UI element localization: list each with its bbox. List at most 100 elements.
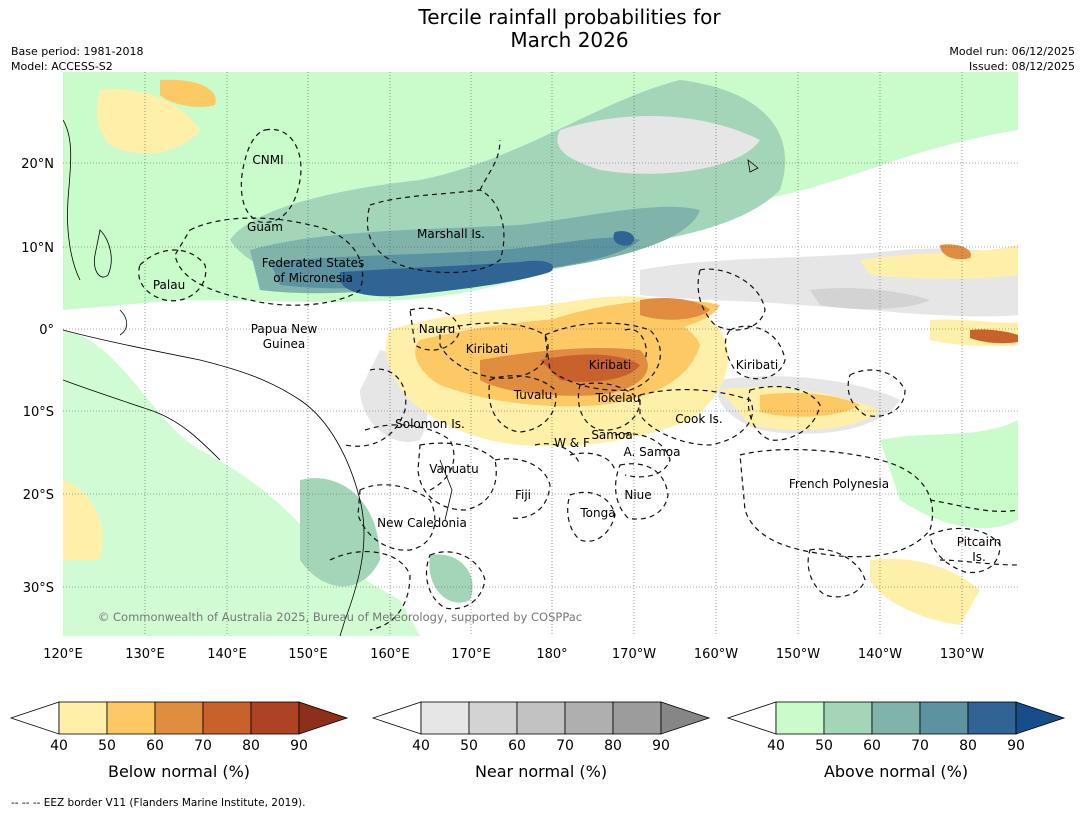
colorbar-near-normal-swatch <box>564 701 614 735</box>
colorbar-near-normal-extension-low <box>371 701 422 735</box>
label-kiribati-west: Kiribati <box>466 342 508 356</box>
label-cook-is: Cook Is. <box>675 412 722 426</box>
colorbar-above-normal-extension-high <box>1015 701 1066 735</box>
meta-left: Base period: 1981-2018 Model: ACCESS-S2 <box>11 44 143 74</box>
label-nauru: Nauru <box>419 322 455 336</box>
longitude-labels: 120°E 130°E 140°E 150°E 160°E 170°E 180°… <box>43 647 984 662</box>
lon-label-130w: 130°W <box>940 647 984 662</box>
label-tokelau: Tokelau <box>595 391 641 405</box>
issued-date: Issued: 08/12/2025 <box>968 60 1075 73</box>
region-labels: CNMI Guam Marshall Is. Federated States … <box>153 153 1001 564</box>
label-french-polynesia: French Polynesia <box>789 477 889 491</box>
lat-label-10s: 10°S <box>23 405 54 420</box>
colorbar-above-normal-swatch <box>775 701 825 735</box>
colorbar-above-normal: 40 50 60 70 80 90 <box>726 701 1066 754</box>
label-american-samoa: A. Samoa <box>624 445 681 459</box>
colorbar-above-normal-tick: 60 <box>863 738 881 754</box>
colorbar-below-normal-tick: 40 <box>50 738 68 754</box>
colorbar-near-normal-title: Near normal (%) <box>474 762 608 781</box>
lat-label-20s: 20°S <box>23 488 54 503</box>
colorbar-above-normal-swatch <box>871 701 921 735</box>
label-tuvalu: Tuvalu <box>513 388 553 402</box>
colorbar-below-normal-title: Below normal (%) <box>107 762 251 781</box>
colorbar-near-normal-swatch <box>612 701 662 735</box>
lat-label-20n: 20°N <box>21 157 54 172</box>
coastlines <box>63 119 759 636</box>
lon-label-150e: 150°E <box>288 647 328 662</box>
colorbar-below-normal-swatch <box>202 701 252 735</box>
colorbar-near-normal-swatch <box>468 701 518 735</box>
label-marshall-is: Marshall Is. <box>417 227 485 241</box>
lon-label-130e: 130°E <box>125 647 165 662</box>
copyright-notice: © Commonwealth of Australia 2025, Bureau… <box>98 610 582 624</box>
colorbar-near-normal-tick: 40 <box>412 738 430 754</box>
model-run: Model run: 06/12/2025 <box>949 45 1075 58</box>
colorbar-above-normal-swatch <box>823 701 873 735</box>
lon-label-180: 180° <box>536 647 567 662</box>
label-fsm-line1: Federated States <box>262 256 364 270</box>
label-kiribati-east: Kiribati <box>736 358 778 372</box>
colorbar-near-normal-tick: 90 <box>652 738 670 754</box>
lon-label-160e: 160°E <box>370 647 410 662</box>
colorbar-above-normal-extension-low <box>726 701 777 735</box>
colorbar-below-normal-tick: 60 <box>146 738 164 754</box>
colorbar-near-normal-tick: 50 <box>460 738 478 754</box>
colorbar-above-normal-tick: 70 <box>911 738 929 754</box>
label-vanuatu: Vanuatu <box>429 462 479 476</box>
colorbar-above-normal-tick: 80 <box>959 738 977 754</box>
colorbar-below-normal-swatch <box>154 701 204 735</box>
colorbar-near-normal-swatch <box>420 701 470 735</box>
label-guam: Guam <box>247 220 283 234</box>
colorbar-above-normal-title: Above normal (%) <box>823 762 969 781</box>
lon-label-170w: 170°W <box>612 647 656 662</box>
label-fsm-line2: of Micronesia <box>273 271 353 285</box>
eez-borders <box>138 128 1018 631</box>
colorbar-near-normal-tick: 80 <box>604 738 622 754</box>
base-period: Base period: 1981-2018 <box>11 45 144 58</box>
below-normal-fill <box>63 79 1018 625</box>
label-png-line2: Guinea <box>263 337 306 351</box>
colorbar-below-normal-swatch <box>58 701 108 735</box>
meta-right: Model run: 06/12/2025 Issued: 08/12/2025 <box>949 44 1075 74</box>
label-samoa: Samoa <box>591 428 632 442</box>
colorbar-below-normal-extension-low <box>9 701 60 735</box>
label-wallis-futuna: W & F <box>554 436 590 450</box>
label-cnmi: CNMI <box>252 153 283 167</box>
label-kiribati-central: Kiribati <box>589 358 631 372</box>
colorbar-below-normal: 40 50 60 70 80 90 <box>9 701 349 754</box>
label-pitcairn-line2: Is. <box>972 550 986 564</box>
latitude-labels: 20°N 10°N 0° 10°S 20°S 30°S <box>21 157 54 596</box>
title-line-1: Tercile rainfall probabilities for <box>418 5 721 29</box>
colorbar-below-normal-extension-high <box>298 701 349 735</box>
label-pitcairn-line1: Pitcairn <box>957 535 1002 549</box>
colorbar-above-normal-swatch <box>919 701 969 735</box>
colorbar-below-normal-tick: 70 <box>194 738 212 754</box>
colorbar-below-normal-swatch <box>250 701 300 735</box>
label-solomon-is: Solomon Is. <box>395 417 465 431</box>
colorbar-near-normal-tick: 60 <box>508 738 526 754</box>
colorbar-above-normal-swatch <box>967 701 1017 735</box>
lon-label-140e: 140°E <box>207 647 247 662</box>
colorbar-near-normal-swatch <box>516 701 566 735</box>
lat-label-30s: 30°S <box>23 581 54 596</box>
lon-label-120e: 120°E <box>43 647 83 662</box>
label-new-caledonia: New Caledonia <box>377 516 467 530</box>
label-tonga: Tonga <box>579 506 615 520</box>
model-name: Model: ACCESS-S2 <box>11 60 113 73</box>
label-palau: Palau <box>153 278 185 292</box>
colorbar-near-normal: 40 50 60 70 80 90 <box>371 701 711 754</box>
lon-label-140w: 140°W <box>858 647 902 662</box>
label-niue: Niue <box>624 488 651 502</box>
map-panel <box>63 72 1018 636</box>
colorbar-below-normal-tick: 90 <box>290 738 308 754</box>
graticule <box>63 72 1018 636</box>
lon-label-150w: 150°W <box>776 647 820 662</box>
lon-label-160w: 160°W <box>694 647 738 662</box>
colorbar-below-normal-swatch <box>106 701 156 735</box>
lon-label-170e: 170°E <box>451 647 491 662</box>
colorbar-near-normal-extension-high <box>660 701 711 735</box>
colorbar-above-normal-tick: 40 <box>767 738 785 754</box>
colorbar-above-normal-tick: 50 <box>815 738 833 754</box>
label-fiji: Fiji <box>515 488 531 502</box>
